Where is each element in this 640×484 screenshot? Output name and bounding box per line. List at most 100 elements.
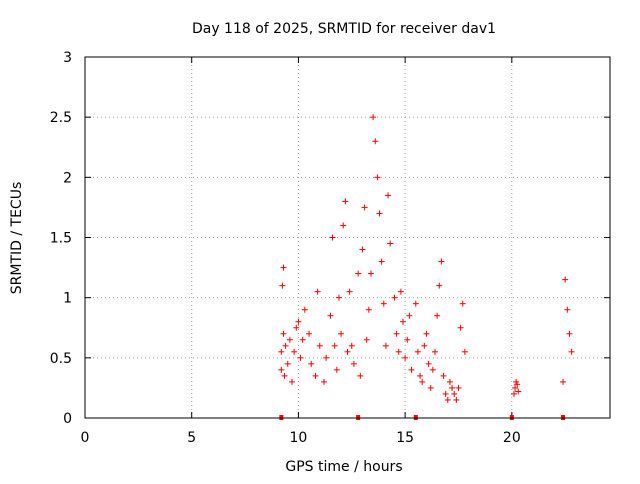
x-axis-label: GPS time / hours	[285, 459, 402, 475]
data-point	[361, 204, 368, 211]
x-tick-label: 15	[396, 430, 414, 446]
data-point	[510, 390, 517, 397]
data-point	[382, 342, 389, 349]
data-point	[329, 234, 336, 241]
data-point	[299, 336, 306, 343]
data-point	[278, 366, 285, 373]
data-point	[432, 348, 438, 355]
y-tick-label: 2.5	[50, 110, 72, 126]
data-point	[293, 324, 300, 331]
data-point	[429, 366, 436, 373]
data-point	[457, 324, 464, 331]
data-point	[568, 348, 575, 355]
y-tick-label: 1.5	[50, 231, 72, 247]
data-point	[378, 258, 385, 265]
data-point	[421, 342, 428, 349]
data-point	[342, 198, 349, 205]
y-tick-label: 2	[63, 170, 72, 186]
y-axis-label: SRMTID / TECUs	[9, 182, 25, 295]
data-point	[333, 366, 340, 373]
data-point	[365, 306, 372, 313]
data-point	[284, 360, 291, 367]
data-point	[380, 300, 387, 307]
y-tick-label: 3	[63, 50, 72, 66]
data-point	[340, 222, 347, 229]
data-point	[391, 294, 398, 301]
data-point	[423, 330, 430, 337]
data-point	[338, 330, 345, 337]
data-point	[376, 210, 383, 217]
data-point	[308, 360, 315, 367]
data-point	[301, 306, 308, 313]
data-point	[306, 330, 313, 337]
data-point	[446, 378, 453, 385]
data-point	[412, 300, 419, 307]
data-point	[372, 138, 379, 145]
data-point	[282, 342, 289, 349]
data-point	[417, 372, 424, 379]
data-point	[280, 264, 287, 271]
data-point	[357, 372, 364, 379]
data-point	[359, 246, 366, 253]
data-point	[434, 312, 441, 319]
data-point	[346, 288, 353, 295]
data-point	[363, 336, 370, 343]
data-point	[297, 354, 304, 361]
data-point	[321, 378, 328, 385]
data-point	[331, 342, 338, 349]
data-point	[327, 312, 334, 319]
data-point	[312, 372, 319, 379]
data-point	[449, 384, 456, 391]
data-point	[402, 354, 409, 361]
data-point	[440, 372, 447, 379]
data-point	[515, 388, 522, 395]
data-point	[453, 396, 460, 403]
data-point	[406, 312, 413, 319]
data-point	[395, 348, 402, 355]
data-point	[404, 336, 411, 343]
data-point	[451, 390, 458, 397]
x-tick-labels: 0 5 10 15 20	[81, 430, 521, 446]
data-point	[385, 192, 392, 199]
data-point	[281, 372, 288, 379]
x-tick-label: 0	[81, 430, 90, 446]
data-point	[397, 288, 404, 295]
data-point	[387, 240, 394, 247]
data-point	[374, 174, 381, 181]
data-point	[414, 348, 421, 355]
data-point	[459, 300, 466, 307]
data-point	[280, 330, 287, 337]
data-point	[286, 336, 293, 343]
data-point	[344, 348, 351, 355]
data-point	[512, 384, 519, 391]
data-point	[461, 348, 468, 355]
data-point	[289, 378, 296, 385]
data-point	[566, 330, 573, 337]
data-point	[291, 348, 298, 355]
data-point	[564, 306, 571, 313]
data-point	[514, 381, 521, 388]
y-tick-label: 0	[63, 411, 72, 427]
data-point	[562, 276, 569, 283]
data-point	[370, 114, 377, 121]
chart-title: Day 118 of 2025, SRMTID for receiver dav…	[192, 21, 496, 37]
plot-frame	[84, 56, 611, 419]
x-tick-label: 5	[187, 430, 196, 446]
data-point	[295, 318, 302, 325]
y-tick-label: 1	[63, 291, 72, 307]
y-tick-label: 0.5	[50, 351, 72, 367]
data-point	[278, 348, 285, 355]
data-point	[314, 288, 321, 295]
data-point	[444, 396, 451, 403]
data-point	[438, 258, 445, 265]
data-point	[436, 282, 443, 289]
data-point	[455, 384, 462, 391]
data-point	[425, 360, 432, 367]
data-point	[350, 360, 357, 367]
data-point	[316, 342, 323, 349]
data-point	[560, 378, 567, 385]
data-points	[278, 114, 575, 403]
